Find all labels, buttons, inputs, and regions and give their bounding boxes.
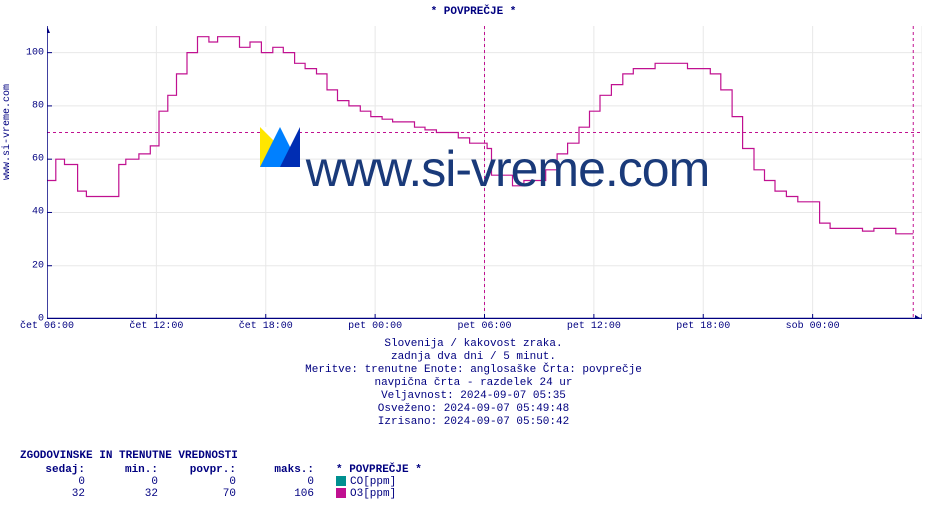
y-axis-labels: 020406080100 bbox=[0, 26, 44, 319]
x-tick-label: pet 00:00 bbox=[348, 321, 402, 332]
meta-line: Meritve: trenutne Enote: anglosaške Črta… bbox=[0, 364, 947, 377]
legend-hdr-avg: povpr.: bbox=[166, 464, 244, 476]
chart-svg bbox=[47, 26, 922, 319]
x-tick-label: pet 06:00 bbox=[457, 321, 511, 332]
x-tick-label: čet 18:00 bbox=[239, 321, 293, 332]
legend-header-row: sedaj: min.: povpr.: maks.: * POVPREČJE … bbox=[20, 464, 422, 476]
legend-series-text: CO[ppm] bbox=[350, 476, 396, 488]
legend-series-text: O3[ppm] bbox=[350, 488, 396, 500]
meta-text: Slovenija / kakovost zraka. zadnja dva d… bbox=[0, 338, 947, 429]
x-tick-label: čet 06:00 bbox=[20, 321, 74, 332]
legend-row: 32 32 70 106 O3[ppm] bbox=[20, 488, 422, 500]
legend-val: 106 bbox=[244, 488, 322, 500]
y-tick-label: 40 bbox=[32, 207, 44, 218]
meta-line: Osveženo: 2024-09-07 05:49:48 bbox=[0, 403, 947, 416]
legend-val: 0 bbox=[20, 476, 93, 488]
y-tick-label: 80 bbox=[32, 100, 44, 111]
legend-hdr-series: * POVPREČJE * bbox=[322, 464, 422, 476]
chart-area bbox=[47, 26, 922, 319]
legend-row: 0 0 0 0 CO[ppm] bbox=[20, 476, 422, 488]
y-tick-label: 60 bbox=[32, 154, 44, 165]
legend-hdr-now: sedaj: bbox=[20, 464, 93, 476]
legend-swatch-icon bbox=[336, 476, 346, 486]
legend-val: 0 bbox=[166, 476, 244, 488]
y-tick-label: 100 bbox=[26, 47, 44, 58]
legend-val: 70 bbox=[166, 488, 244, 500]
legend-val: 0 bbox=[93, 476, 166, 488]
meta-line: navpična črta - razdelek 24 ur bbox=[0, 377, 947, 390]
meta-line: Slovenija / kakovost zraka. bbox=[0, 338, 947, 351]
legend-table: sedaj: min.: povpr.: maks.: * POVPREČJE … bbox=[20, 464, 422, 500]
meta-line: zadnja dva dni / 5 minut. bbox=[0, 351, 947, 364]
legend-val: 32 bbox=[93, 488, 166, 500]
chart-title: * POVPREČJE * bbox=[0, 6, 947, 18]
legend-swatch-icon bbox=[336, 488, 346, 498]
meta-line: Veljavnost: 2024-09-07 05:35 bbox=[0, 390, 947, 403]
y-tick-label: 20 bbox=[32, 260, 44, 271]
legend-block: ZGODOVINSKE IN TRENUTNE VREDNOSTI sedaj:… bbox=[20, 450, 422, 500]
legend-val: 32 bbox=[20, 488, 93, 500]
legend-val: 0 bbox=[244, 476, 322, 488]
legend-series-label: O3[ppm] bbox=[322, 488, 422, 500]
x-tick-label: čet 12:00 bbox=[129, 321, 183, 332]
meta-line: Izrisano: 2024-09-07 05:50:42 bbox=[0, 416, 947, 429]
x-axis-labels: čet 06:00čet 12:00čet 18:00pet 00:00pet … bbox=[47, 321, 922, 335]
legend-hdr-min: min.: bbox=[93, 464, 166, 476]
legend-title: ZGODOVINSKE IN TRENUTNE VREDNOSTI bbox=[20, 450, 422, 462]
x-tick-label: pet 18:00 bbox=[676, 321, 730, 332]
legend-hdr-max: maks.: bbox=[244, 464, 322, 476]
x-tick-label: sob 00:00 bbox=[786, 321, 840, 332]
legend-series-label: CO[ppm] bbox=[322, 476, 422, 488]
x-tick-label: pet 12:00 bbox=[567, 321, 621, 332]
